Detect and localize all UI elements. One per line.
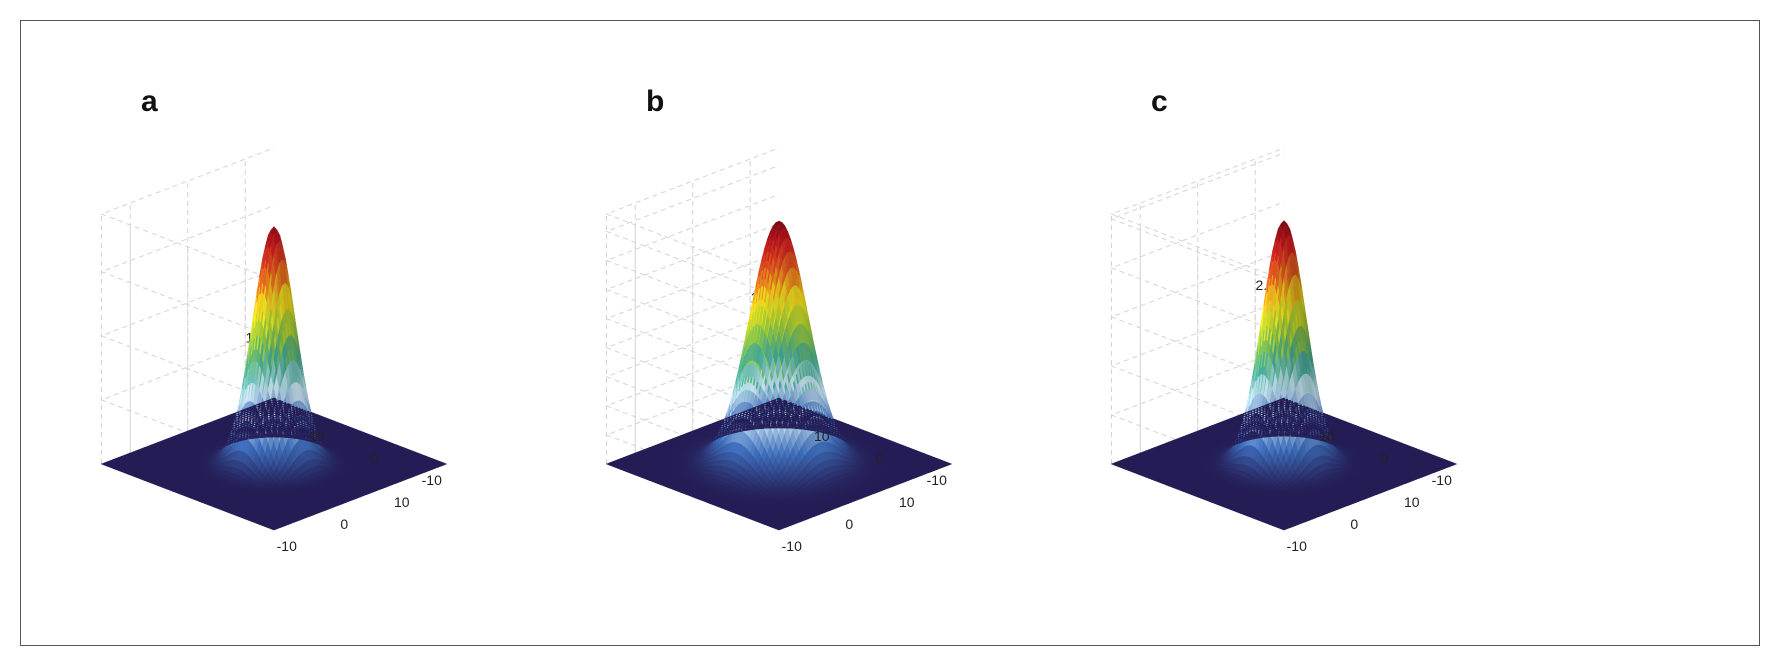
x-tick-label: 0	[340, 516, 348, 532]
x-tick-label: 10	[394, 494, 410, 510]
grid-line-z	[100, 147, 275, 281]
figure-canvas: 0.511.5-10010-10010a0.20.40.60.811.21.41…	[100, 85, 1458, 554]
figure-frame: 0.511.5-10010-10010a0.20.40.60.811.21.41…	[20, 20, 1760, 646]
surface	[605, 220, 953, 531]
y-tick-label: 10	[309, 428, 325, 444]
surface	[100, 226, 448, 531]
panel-label: a	[141, 85, 158, 118]
x-tick-label: -10	[277, 538, 297, 554]
y-tick-label: -10	[422, 472, 442, 488]
y-tick-label: 0	[370, 450, 378, 466]
grid	[100, 147, 275, 519]
